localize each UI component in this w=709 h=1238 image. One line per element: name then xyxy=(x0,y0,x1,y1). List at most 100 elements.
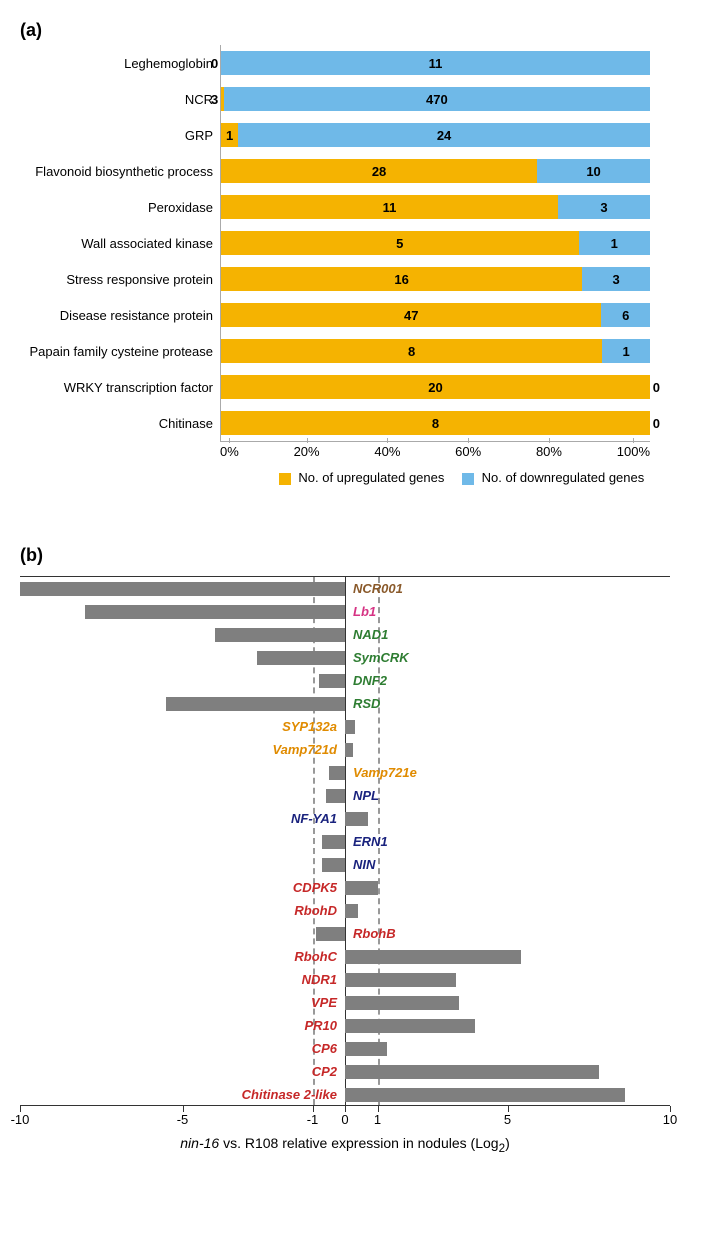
gene-label: CDPK5 xyxy=(293,880,337,895)
bar-down-value: 0 xyxy=(653,380,660,395)
chart-a-category-label: GRP xyxy=(21,128,221,143)
bar-downregulated: 24 xyxy=(238,123,650,147)
chart-b-row: CDPK5 xyxy=(20,876,670,899)
chart-a-category-label: Wall associated kinase xyxy=(21,236,221,251)
chart-b: NCR001Lb1NAD1SymCRKDNF2RSDSYP132aVamp721… xyxy=(20,576,670,1155)
chart-b-bar xyxy=(345,973,456,987)
gene-label: DNF2 xyxy=(353,673,387,688)
bar-up-value: 1 xyxy=(226,128,233,143)
bar-up-value: 28 xyxy=(372,164,386,179)
bar-upregulated: 11 xyxy=(221,195,558,219)
bar-down-value: 0 xyxy=(653,416,660,431)
chart-a-row: Stress responsive protein163 xyxy=(221,261,650,297)
chart-b-bar xyxy=(215,628,345,642)
chart-b-row: SymCRK xyxy=(20,646,670,669)
gene-label: Chitinase 2-like xyxy=(242,1087,337,1102)
bar-up-value: 5 xyxy=(396,236,403,251)
bar-downregulated: 3 xyxy=(582,267,650,291)
chart-b-bar xyxy=(329,766,345,780)
chart-a-xtick: 40% xyxy=(374,444,400,459)
chart-b-xaxis: -10-5-101510 xyxy=(20,1105,670,1129)
bar-downregulated: 1 xyxy=(579,231,651,255)
chart-b-xtick-label: -5 xyxy=(177,1112,189,1127)
gene-label: Lb1 xyxy=(353,604,376,619)
gene-label: NF-YA1 xyxy=(291,811,337,826)
bar-down-value: 24 xyxy=(437,128,451,143)
chart-b-bar xyxy=(345,1019,475,1033)
chart-b-bar xyxy=(345,1088,625,1102)
chart-b-bar xyxy=(345,904,358,918)
chart-a-category-label: Flavonoid biosynthetic process xyxy=(21,164,221,179)
gene-label: RbohC xyxy=(294,949,337,964)
gene-label: Vamp721e xyxy=(353,765,417,780)
bar-downregulated: 10 xyxy=(537,159,650,183)
chart-b-row: NDR1 xyxy=(20,968,670,991)
legend-swatch-up xyxy=(279,473,291,485)
chart-b-bar xyxy=(345,996,459,1010)
bar-up-value: 8 xyxy=(432,416,439,431)
legend-label-down: No. of downregulated genes xyxy=(482,470,645,485)
chart-b-row: RbohD xyxy=(20,899,670,922)
chart-a-row: Leghemoglobin011 xyxy=(221,45,650,81)
chart-b-row: CP6 xyxy=(20,1037,670,1060)
bar-down-value: 1 xyxy=(623,344,630,359)
chart-b-row: CP2 xyxy=(20,1060,670,1083)
bar-up-value: 47 xyxy=(404,308,418,323)
chart-a-xaxis: 0%20%40%60%80%100% xyxy=(220,444,650,459)
bar-downregulated: 470 xyxy=(224,87,650,111)
chart-a-xtick: 80% xyxy=(536,444,562,459)
gene-label: PR10 xyxy=(304,1018,337,1033)
chart-b-row: NIN xyxy=(20,853,670,876)
chart-a-plot: Leghemoglobin011NCR3470GRP124Flavonoid b… xyxy=(220,45,650,442)
bar-up-value: 11 xyxy=(383,200,397,215)
panel-b-label: (b) xyxy=(20,545,689,566)
chart-b-xtitle: nin-16 vs. R108 relative expression in n… xyxy=(20,1135,670,1155)
gene-label: NAD1 xyxy=(353,627,388,642)
bar-upregulated: 16 xyxy=(221,267,582,291)
chart-a-category-label: Disease resistance protein xyxy=(21,308,221,323)
chart-b-row: SYP132a xyxy=(20,715,670,738)
chart-b-row: PR10 xyxy=(20,1014,670,1037)
bar-upregulated: 28 xyxy=(221,159,537,183)
chart-a-legend: No. of upregulated genes No. of downregu… xyxy=(220,470,689,485)
chart-a-category-label: NCR xyxy=(21,92,221,107)
chart-a-category-label: Peroxidase xyxy=(21,200,221,215)
chart-b-bar xyxy=(322,835,345,849)
bar-down-value: 6 xyxy=(622,308,629,323)
chart-b-plot: NCR001Lb1NAD1SymCRKDNF2RSDSYP132aVamp721… xyxy=(20,576,670,1105)
legend-swatch-down xyxy=(462,473,474,485)
chart-a-category-label: WRKY transcription factor xyxy=(21,380,221,395)
bar-downregulated: 3 xyxy=(558,195,650,219)
chart-b-xtick-label: -10 xyxy=(11,1112,30,1127)
bar-upregulated: 20 xyxy=(221,375,650,399)
bar-upregulated: 47 xyxy=(221,303,601,327)
chart-b-bar xyxy=(322,858,345,872)
chart-b-row: NAD1 xyxy=(20,623,670,646)
chart-a-category-label: Papain family cysteine protease xyxy=(21,344,221,359)
chart-b-row: VPE xyxy=(20,991,670,1014)
chart-b-bar xyxy=(345,743,353,757)
chart-b-bar xyxy=(345,720,355,734)
gene-label: SymCRK xyxy=(353,650,409,665)
chart-b-xtick-label: 0 xyxy=(341,1112,348,1127)
gene-label: NPL xyxy=(353,788,379,803)
bar-down-value: 11 xyxy=(429,56,443,71)
chart-b-row: Vamp721d xyxy=(20,738,670,761)
chart-b-xtick-label: 5 xyxy=(504,1112,511,1127)
chart-a-category-label: Leghemoglobin xyxy=(21,56,221,71)
chart-b-row: ERN1 xyxy=(20,830,670,853)
gene-label: NDR1 xyxy=(302,972,337,987)
chart-b-bar xyxy=(345,881,378,895)
gene-label: RbohB xyxy=(353,926,396,941)
bar-down-value: 470 xyxy=(426,92,448,107)
bar-down-value: 1 xyxy=(611,236,618,251)
chart-b-bar xyxy=(85,605,345,619)
bar-upregulated: 8 xyxy=(221,339,602,363)
bar-down-value: 3 xyxy=(600,200,607,215)
gene-label: CP2 xyxy=(312,1064,337,1079)
chart-b-bar xyxy=(345,812,368,826)
chart-a: Leghemoglobin011NCR3470GRP124Flavonoid b… xyxy=(20,45,689,545)
chart-b-xtick-label: 10 xyxy=(663,1112,677,1127)
chart-b-bar xyxy=(20,582,345,596)
bar-up-value: 16 xyxy=(394,272,408,287)
